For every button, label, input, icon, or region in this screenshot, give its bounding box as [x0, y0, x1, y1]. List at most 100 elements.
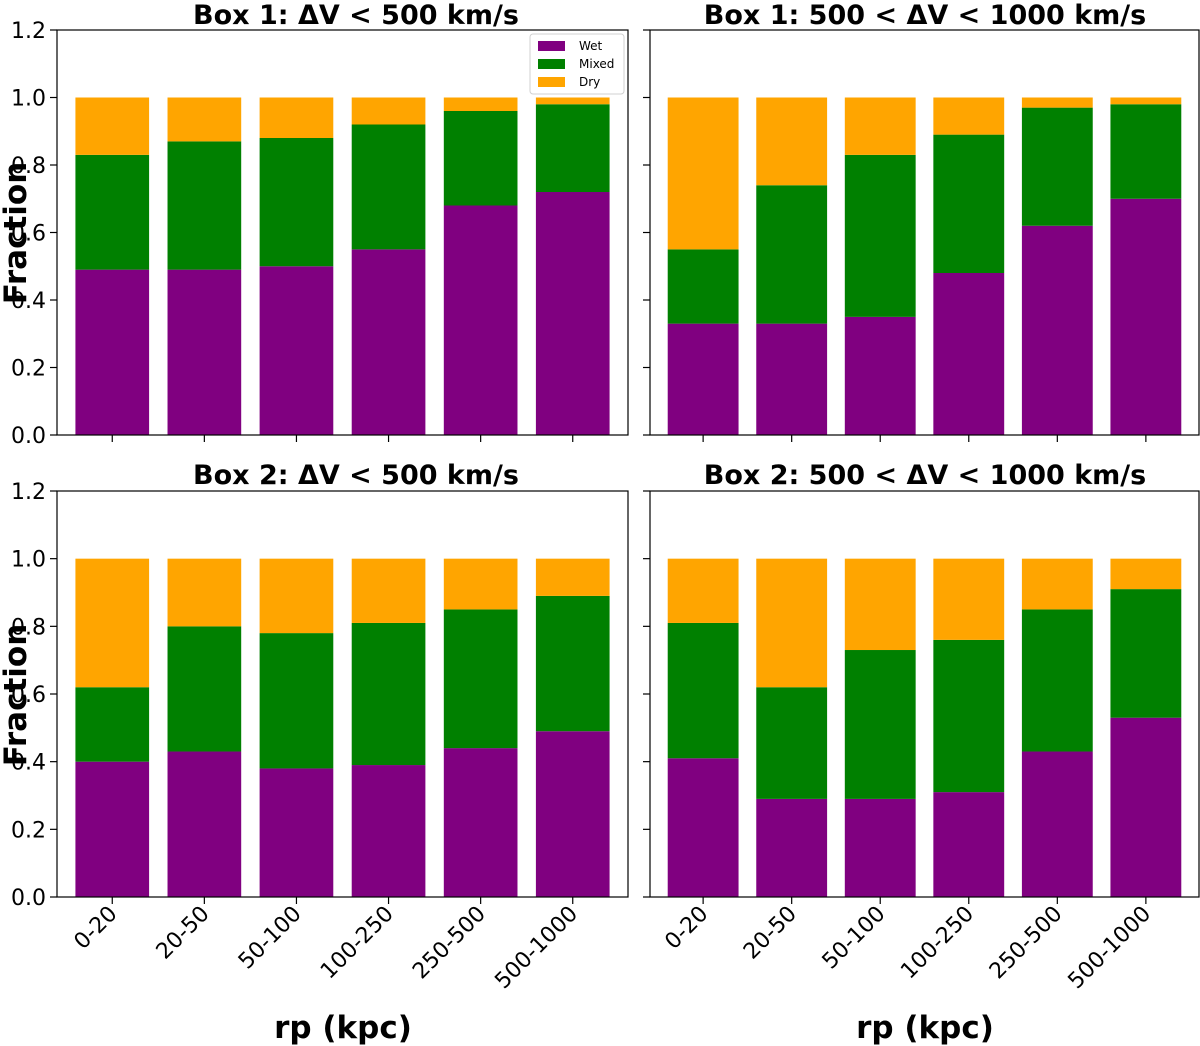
bar-wet-20-50 [167, 751, 242, 897]
legend-swatch-dry [538, 77, 565, 87]
x-tick-label: 250-500 [408, 902, 491, 985]
bar-dry-0-20 [75, 558, 150, 688]
x-tick-label: 250-500 [985, 902, 1068, 985]
x-tick-label: 0-20 [70, 902, 123, 955]
x-tick-label: 50-100 [234, 902, 307, 975]
bar-mixed-20-50 [167, 141, 242, 270]
panel-title: Box 1: 500 < ΔV < 1000 km/s [704, 0, 1147, 31]
y-axis-label: Fraction [0, 624, 34, 767]
bar-mixed-250-500 [443, 609, 518, 749]
y-tick-label: 0.4 [11, 289, 46, 314]
bar-wet-0-20 [667, 758, 739, 897]
bar-dry-100-250 [933, 97, 1005, 135]
bar-dry-20-50 [167, 558, 242, 627]
bar-dry-20-50 [167, 97, 242, 142]
bar-wet-100-250 [351, 249, 426, 435]
bar-wet-500-1000 [1110, 717, 1182, 897]
bar-dry-50-100 [259, 97, 334, 138]
plot-area: 0.0 0.2 0.4 0.6 0.8 1.0 1.2 Wet Mixed Dry [11, 19, 629, 449]
bar-mixed-0-20 [667, 622, 739, 759]
y-tick-label: 0.0 [11, 424, 46, 449]
bar-wet-0-20 [75, 761, 150, 897]
x-tick-label: 50-100 [818, 902, 891, 975]
bar-mixed-50-100 [844, 650, 916, 799]
bar-dry-250-500 [443, 558, 518, 610]
x-tick-label: 100-250 [316, 902, 399, 985]
bar-dry-100-250 [351, 97, 426, 125]
panel-title: Box 2: 500 < ΔV < 1000 km/s [704, 460, 1147, 491]
bar-mixed-500-1000 [1110, 589, 1182, 718]
panel-box1-high: Box 1: 500 < ΔV < 1000 km/s [643, 0, 1200, 442]
bar-dry-50-100 [259, 558, 334, 634]
bar-wet-50-100 [259, 768, 334, 897]
legend-label-dry: Dry [579, 75, 600, 89]
panel-title: Box 1: ΔV < 500 km/s [193, 0, 519, 31]
legend-label-wet: Wet [579, 39, 603, 53]
bar-dry-50-100 [844, 97, 916, 155]
plot-area [643, 29, 1200, 442]
bar-mixed-100-250 [933, 134, 1005, 273]
bar-mixed-20-50 [756, 185, 828, 324]
bar-mixed-100-250 [933, 639, 1005, 793]
bar-dry-500-1000 [535, 97, 610, 105]
y-tick-label: 0.0 [11, 886, 46, 911]
bar-dry-0-20 [667, 558, 739, 623]
bar-mixed-0-20 [75, 154, 150, 270]
panel-box2-low: Box 2: ΔV < 500 km/s Fraction rp (kpc) 0… [0, 460, 629, 1046]
y-tick-label: 0.8 [11, 615, 46, 640]
bar-wet-500-1000 [535, 731, 610, 897]
x-tick-label: 20-50 [739, 902, 802, 965]
panel-title: Box 2: ΔV < 500 km/s [193, 460, 519, 491]
bar-dry-500-1000 [535, 558, 610, 596]
bar-mixed-100-250 [351, 124, 426, 250]
bar-mixed-100-250 [351, 622, 426, 766]
bar-dry-250-500 [1021, 558, 1093, 610]
x-axis-label: rp (kpc) [274, 1010, 412, 1046]
bar-mixed-50-100 [259, 138, 334, 267]
x-tick-label: 500-1000 [1064, 902, 1157, 995]
y-tick-label: 1.0 [11, 87, 46, 112]
y-tick-label: 0.2 [11, 818, 46, 843]
bar-mixed-0-20 [667, 249, 739, 324]
bar-dry-250-500 [443, 97, 518, 111]
y-tick-label: 0.4 [11, 751, 46, 776]
panel-box2-high: Box 2: 500 < ΔV < 1000 km/s rp (kpc) 0-2… [643, 460, 1200, 1046]
bar-wet-250-500 [443, 205, 518, 435]
legend-swatch-mixed [538, 59, 565, 69]
bar-wet-250-500 [1021, 225, 1093, 435]
y-tick-label: 1.0 [11, 548, 46, 573]
bar-mixed-250-500 [1021, 609, 1093, 752]
x-tick-label: 0-20 [660, 902, 713, 955]
bar-wet-50-100 [844, 316, 916, 436]
x-tick-label: 100-250 [896, 902, 979, 985]
y-tick-label: 1.2 [11, 480, 46, 505]
y-tick-label: 0.2 [11, 357, 46, 382]
bar-wet-0-20 [667, 323, 739, 436]
bar-dry-0-20 [75, 97, 150, 155]
bar-dry-100-250 [351, 558, 426, 623]
legend-label-mixed: Mixed [579, 57, 614, 71]
bar-wet-100-250 [351, 765, 426, 897]
plot-area: 0.0 0.2 0.4 0.6 0.8 1.0 1.2 0-20 20-50 50-100 100-… [11, 480, 629, 994]
bar-mixed-20-50 [756, 687, 828, 799]
x-axis-label: rp (kpc) [856, 1010, 994, 1046]
bar-wet-50-100 [259, 266, 334, 435]
y-tick-label: 0.8 [11, 154, 46, 179]
y-axis-label: Fraction [0, 162, 34, 305]
y-tick-label: 0.6 [11, 222, 46, 247]
bar-mixed-500-1000 [535, 104, 610, 192]
bar-wet-250-500 [1021, 751, 1093, 897]
bar-wet-20-50 [756, 323, 828, 436]
bar-dry-250-500 [1021, 97, 1093, 108]
bar-mixed-0-20 [75, 687, 150, 762]
bar-dry-0-20 [667, 97, 739, 250]
bar-mixed-250-500 [1021, 107, 1093, 226]
bar-mixed-500-1000 [535, 595, 610, 732]
bar-mixed-20-50 [167, 626, 242, 752]
panel-box1-low: Box 1: ΔV < 500 km/s Fraction 0.0 0.2 0.4 0… [0, 0, 629, 449]
bar-dry-500-1000 [1110, 558, 1182, 590]
bar-wet-100-250 [933, 273, 1005, 435]
legend-swatch-wet [538, 41, 565, 51]
bar-wet-500-1000 [535, 192, 610, 435]
x-tick-label: 20-50 [152, 902, 215, 965]
